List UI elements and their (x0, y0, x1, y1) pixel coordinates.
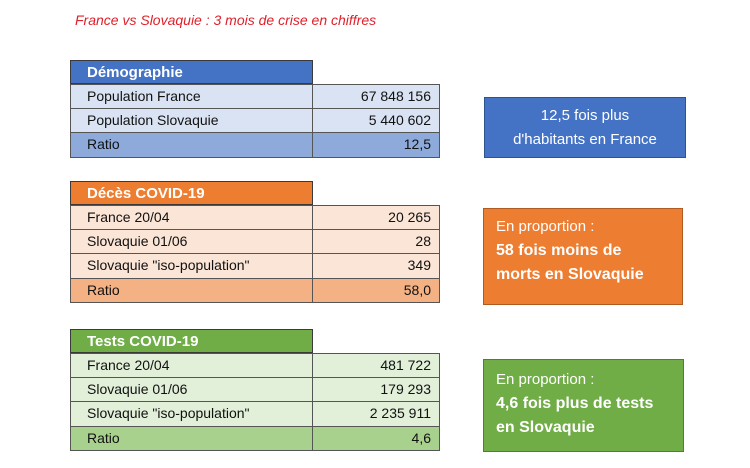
row-label: France 20/04 (71, 206, 313, 229)
table-header: Tests COVID-19 (70, 329, 313, 353)
row-label: Ratio (71, 133, 313, 157)
summary-intro: En proportion : (496, 371, 595, 388)
table-row: Population Slovaquie 5 440 602 (70, 108, 440, 133)
table-row: Slovaquie "iso-population" 349 (70, 254, 440, 279)
row-label: Population Slovaquie (71, 108, 313, 132)
row-value: 4,6 (411, 429, 431, 446)
table-header: Décès COVID-19 (70, 181, 313, 205)
table-row: Population France 67 848 156 (70, 84, 440, 109)
deces-table: Décès COVID-19 France 20/04 20 265 Slovaq… (70, 181, 440, 303)
row-label: Slovaquie 01/06 (71, 377, 313, 401)
page-title: France vs Slovaquie : 3 mois de crise en… (75, 12, 377, 28)
row-label: Slovaquie "iso-population" (71, 402, 313, 426)
ratio-row: Ratio 4,6 (70, 426, 440, 451)
table-row: Slovaquie 01/06 28 (70, 229, 440, 254)
ratio-row: Ratio 12,5 (70, 133, 440, 158)
demographie-summary-box: 12,5 fois plus d'habitants en France (484, 97, 686, 158)
row-value: 349 (407, 257, 431, 273)
summary-intro: En proportion : (496, 218, 595, 235)
row-label: Ratio (71, 426, 313, 450)
row-label: Population France (71, 85, 313, 108)
summary-line: morts en Slovaquie (496, 266, 644, 283)
deces-summary-box: En proportion : 58 fois moins de morts e… (483, 208, 683, 305)
row-value: 28 (415, 232, 431, 249)
tests-summary-box: En proportion : 4,6 fois plus de tests e… (483, 359, 684, 452)
summary-line: 12,5 fois plus (540, 107, 630, 124)
row-label: Slovaquie "iso-population" (71, 254, 313, 278)
row-label: France 20/04 (71, 354, 313, 377)
summary-line: 58 fois moins de (496, 242, 622, 259)
row-value: 2 235 911 (369, 405, 431, 421)
ratio-row: Ratio 58,0 (70, 278, 440, 303)
table-row: Slovaquie 01/06 179 293 (70, 377, 440, 402)
summary-line: 4,6 fois plus de tests (496, 395, 654, 412)
row-value: 5 440 602 (368, 111, 431, 128)
row-value: 12,5 (403, 136, 431, 152)
tests-table: Tests COVID-19 France 20/04 481 722 Slova… (70, 329, 440, 451)
row-value: 58,0 (403, 281, 431, 298)
row-value: 67 848 156 (360, 88, 431, 104)
row-value: 179 293 (380, 380, 431, 397)
summary-line: d'habitants en France (513, 131, 657, 148)
row-label: Slovaquie 01/06 (71, 229, 313, 253)
row-value: 481 722 (380, 357, 431, 373)
row-label: Ratio (71, 278, 313, 302)
table-row: France 20/04 481 722 (70, 353, 440, 378)
table-row: France 20/04 20 265 (70, 205, 440, 230)
table-row: Slovaquie "iso-population" 2 235 911 (70, 402, 440, 427)
row-value: 20 265 (388, 209, 431, 225)
demographie-table: Démographie Population France 67 848 156 … (70, 60, 440, 158)
summary-line: en Slovaquie (496, 419, 595, 436)
table-header: Démographie (70, 60, 313, 84)
